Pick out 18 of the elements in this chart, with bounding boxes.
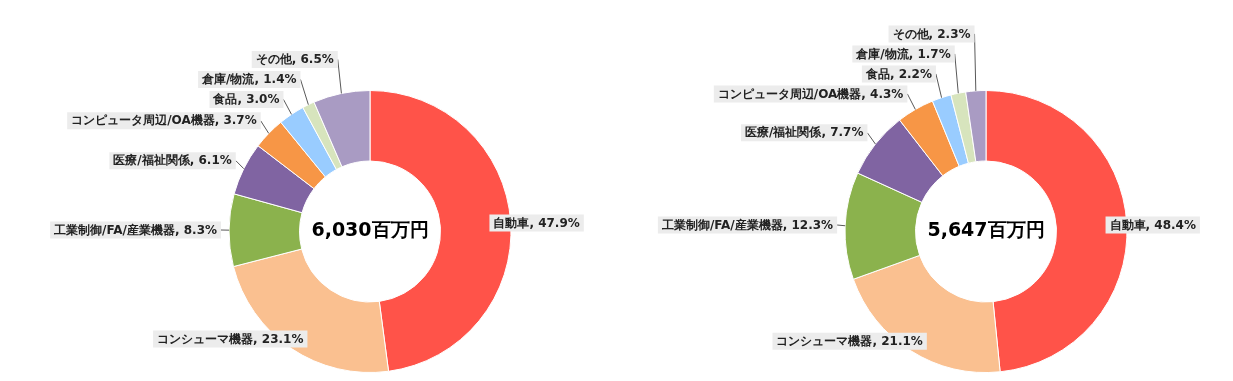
slice-label: 倉庫/物流, 1.7% — [855, 46, 951, 61]
slice-label: コンシューマ機器, 23.1% — [157, 331, 304, 346]
slice-label: 工業制御/FA/産業機器, 12.3% — [660, 217, 834, 232]
slice-label: その他, 6.5% — [255, 52, 334, 67]
slice-label: コンピュータ周辺/OA機器, 4.3% — [717, 86, 904, 101]
slice-label: 工業制御/FA/産業機器, 8.3% — [53, 222, 218, 237]
slice-label: 自動車, 47.9% — [493, 215, 580, 230]
text: 5,647百万円 — [927, 218, 1045, 241]
slice-label: その他, 2.3% — [892, 26, 971, 41]
slice-label: 医療/福祉関係, 7.7% — [745, 125, 864, 140]
slice-label: 食品, 3.0% — [212, 92, 280, 107]
slice-label: 医療/福祉関係, 6.1% — [113, 153, 232, 168]
slice-label: コンシューマ機器, 21.1% — [776, 333, 923, 348]
slice-label: 自動車, 48.4% — [1109, 217, 1196, 232]
text: 6,030百万円 — [311, 218, 429, 241]
slice-label: 食品, 2.2% — [864, 66, 932, 81]
slice-label: コンピュータ周辺/OA機器, 3.7% — [71, 113, 257, 128]
slice-label: 倉庫/物流, 1.4% — [201, 72, 297, 87]
